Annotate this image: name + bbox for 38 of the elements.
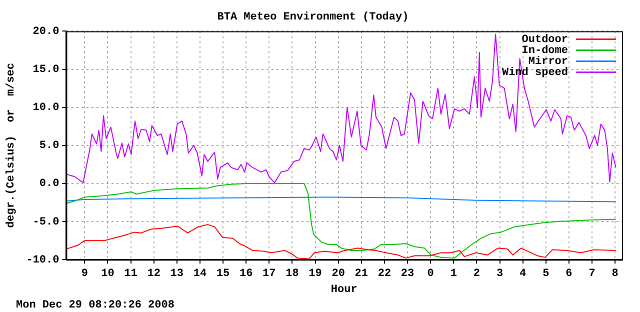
x-tick-label: 13 — [170, 268, 184, 280]
x-tick-label: 3 — [496, 268, 504, 280]
x-axis-title: Hour — [330, 284, 358, 296]
legend-label: In-dome — [522, 44, 568, 57]
x-tick-label: 5 — [542, 268, 550, 280]
x-tick-label: 22 — [378, 268, 392, 280]
x-tick-label: 7 — [588, 268, 596, 280]
x-tick-label: 20 — [332, 268, 345, 280]
x-tick-label: 9 — [81, 268, 88, 280]
x-tick-label: 21 — [354, 268, 368, 280]
y-tick-label: -5.0 — [32, 216, 60, 228]
x-tick-label: 18 — [286, 268, 300, 280]
legend-label: Mirror — [528, 56, 568, 68]
y-tick-label: 10.0 — [32, 102, 60, 114]
x-tick-label: 15 — [216, 268, 230, 280]
y-tick-label: 0.0 — [39, 178, 60, 190]
x-tick-label: 14 — [193, 268, 207, 280]
x-tick-label: 11 — [124, 268, 138, 280]
x-tick-label: 8 — [612, 268, 619, 280]
y-tick-label: 5.0 — [39, 140, 60, 152]
x-tick-label: 16 — [239, 268, 253, 280]
y-tick-label: 20.0 — [32, 26, 60, 38]
x-tick-label: 4 — [520, 268, 527, 280]
x-tick-label: 6 — [566, 268, 572, 280]
text: Mon Dec 29 08:20:26 2008 — [16, 299, 175, 312]
x-tick-label: 23 — [400, 268, 415, 280]
y-tick-label: -10.0 — [26, 254, 60, 266]
x-tick-label: 2 — [473, 268, 480, 280]
y-axis-title: degr.(Celsius) or m/sec — [5, 62, 18, 228]
x-tick-label: 0 — [427, 268, 434, 280]
chart-title: BTA Meteo Environment (Today) — [217, 11, 409, 24]
x-tick-label: 17 — [262, 268, 276, 280]
legend-label: Outdoor — [522, 34, 568, 46]
y-tick-label: 15.0 — [32, 64, 60, 76]
x-tick-label: 10 — [101, 268, 114, 280]
x-tick-label: 12 — [147, 268, 160, 280]
x-tick-label: 1 — [450, 268, 458, 280]
x-tick-label: 19 — [308, 268, 322, 280]
